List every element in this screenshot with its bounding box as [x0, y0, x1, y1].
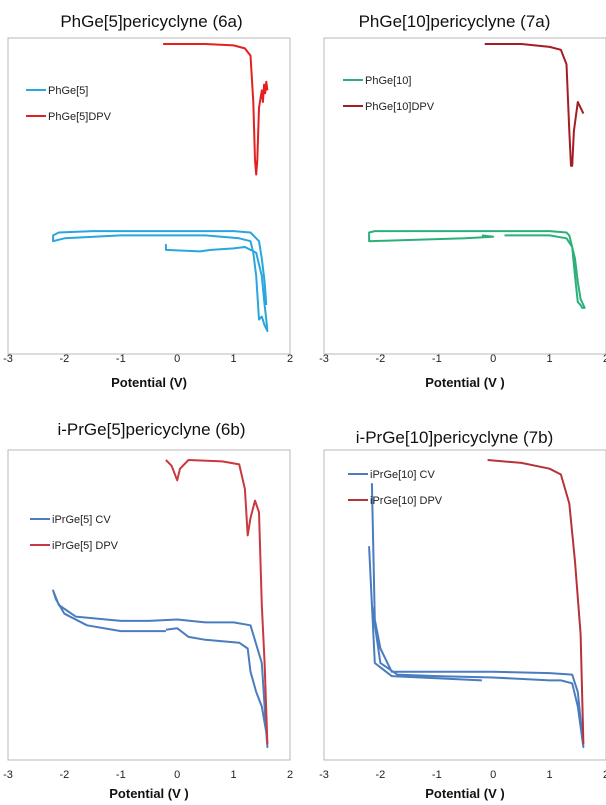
x-tick-label: -3 — [3, 353, 13, 365]
plot-frame — [7, 37, 291, 355]
chart-7a: -3 -2 -1 0 1 2 Potential (V ) PhGe[10] PhGe[10]D… — [319, 37, 606, 390]
x-tick-label: 0 — [490, 769, 496, 781]
chart-title: PhGe[10]pericyclyne (7a) — [358, 12, 551, 31]
x-tick-label: 2 — [287, 353, 293, 365]
plot-frame — [323, 449, 606, 761]
legend-label: PhGe[5]DPV — [48, 111, 112, 123]
x-tick-label: -2 — [60, 353, 70, 365]
x-tick-label: -3 — [319, 769, 329, 781]
chart-panel-6b: i-PrGe[5]pericyclyne (6b) -3 -2 -1 0 1 2 Poten… — [0, 402, 303, 805]
x-tick-label: -1 — [432, 769, 442, 781]
x-tick-label: -1 — [116, 769, 126, 781]
series-line — [163, 43, 269, 176]
chart-panel-7b: i-PrGe[10]pericyclyne (7b) -3 -2 -1 0 1 2 Pote… — [303, 402, 606, 805]
chart-6b: -3 -2 -1 0 1 2 Potential (V ) iPrGe[5] CV iPrGe[… — [3, 449, 293, 801]
legend-label: PhGe[10]DPV — [365, 101, 435, 113]
x-tick-label: 0 — [174, 353, 180, 365]
x-axis-label: Potential (V ) — [109, 786, 188, 801]
chart-6a: -3 -2 -1 0 1 2 Potential (V) PhGe[5] PhGe[5]DPV — [3, 37, 293, 390]
series-line — [165, 459, 269, 745]
chart-7b: -3 -2 -1 0 1 2 Potential (V ) iPrGe[10] CV iPrGe… — [319, 449, 606, 801]
series-line — [487, 459, 585, 745]
x-tick-label: -1 — [432, 353, 442, 365]
x-tick-label: -2 — [376, 353, 386, 365]
series-line — [52, 589, 269, 749]
legend-label: iPrGe[5] CV — [52, 514, 111, 526]
chart-panel-6a: PhGe[5]pericyclyne (6a) -3 -2 -1 0 1 2 Potenti… — [0, 0, 303, 402]
x-tick-label: -3 — [319, 353, 329, 365]
x-tick-label: 2 — [603, 353, 606, 365]
x-tick-label: 1 — [231, 769, 237, 781]
x-tick-label: 1 — [547, 769, 553, 781]
x-axis-label: Potential (V ) — [425, 786, 504, 801]
x-tick-label: 1 — [231, 353, 237, 365]
x-tick-label: 0 — [174, 769, 180, 781]
plot-frame — [323, 37, 606, 355]
legend-label: iPrGe[10] CV — [370, 469, 435, 481]
x-tick-label: 2 — [287, 769, 293, 781]
chart-panel-7a: PhGe[10]pericyclyne (7a) -3 -2 -1 0 1 2 Potent… — [303, 0, 606, 402]
series-line — [484, 43, 585, 167]
x-tick-label: 0 — [490, 353, 496, 365]
x-tick-label: 2 — [603, 769, 606, 781]
chart-title: i-PrGe[5]pericyclyne (6b) — [57, 420, 246, 439]
legend-label: PhGe[10] — [365, 75, 411, 87]
legend-label: iPrGe[10] DPV — [370, 495, 443, 507]
series-line — [368, 230, 586, 309]
x-axis-label: Potential (V) — [111, 375, 187, 390]
x-axis-label: Potential (V ) — [425, 375, 504, 390]
chart-title: i-PrGe[10]pericyclyne (7b) — [355, 428, 554, 447]
x-tick-label: -2 — [376, 769, 386, 781]
chart-title: PhGe[5]pericyclyne (6a) — [60, 12, 243, 31]
x-tick-label: -1 — [116, 353, 126, 365]
series-line — [52, 230, 269, 333]
x-tick-label: -3 — [3, 769, 13, 781]
legend-label: iPrGe[5] DPV — [52, 540, 119, 552]
series-line — [368, 483, 585, 749]
x-tick-label: 1 — [547, 353, 553, 365]
plot-frame — [7, 449, 291, 761]
x-tick-label: -2 — [60, 769, 70, 781]
legend-label: PhGe[5] — [48, 85, 88, 97]
